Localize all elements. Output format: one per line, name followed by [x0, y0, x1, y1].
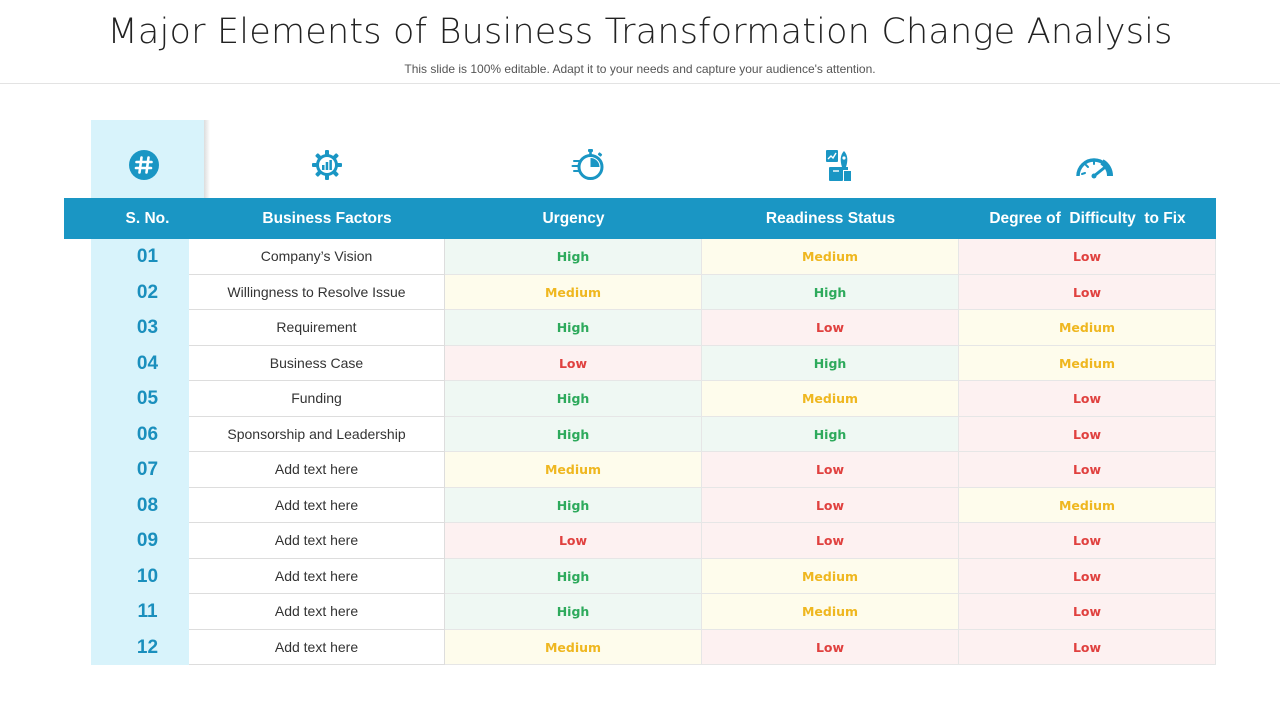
- urgency-cell: High: [445, 416, 702, 452]
- difficulty-cell: Medium: [959, 345, 1216, 381]
- difficulty-cell: Low: [959, 594, 1216, 630]
- business-factor: Add text here: [189, 629, 445, 665]
- row-number: 07: [136, 459, 159, 480]
- readiness-cell: Medium: [702, 381, 959, 417]
- business-factor: Add text here: [189, 523, 445, 559]
- readiness-cell: Low: [702, 487, 959, 523]
- header-business-factors: Business Factors: [262, 210, 392, 227]
- hash-icon: [124, 145, 164, 185]
- difficulty-cell: Low: [959, 523, 1216, 559]
- urgency-cell: Medium: [445, 452, 702, 488]
- speedometer-icon: [1074, 145, 1114, 185]
- difficulty-cell: Medium: [959, 487, 1216, 523]
- urgency-cell: High: [445, 239, 702, 275]
- header-urgency: Urgency: [542, 210, 605, 227]
- difficulty-cell: Medium: [959, 310, 1216, 346]
- row-number: 08: [136, 494, 159, 516]
- table-row: 11 Add text here High Medium Low: [0, 594, 1280, 630]
- urgency-cell: High: [445, 310, 702, 346]
- urgency-cell: High: [445, 487, 702, 523]
- table-header: S. No. Business Factors Urgency Readines…: [64, 198, 1216, 239]
- readiness-cell: Low: [702, 452, 959, 488]
- table-row: 01 Company’s Vision High Medium Low: [0, 239, 1280, 275]
- row-number: 11: [137, 601, 158, 622]
- page-subtitle: This slide is 100% editable. Adapt it to…: [404, 62, 876, 76]
- header-difficulty: Degree of Difficulty to Fix: [989, 210, 1186, 227]
- business-factor: Add text here: [189, 452, 445, 488]
- urgency-cell: Low: [445, 523, 702, 559]
- urgency-cell: High: [445, 558, 702, 594]
- readiness-cell: High: [702, 274, 959, 310]
- row-number: 04: [136, 352, 159, 374]
- row-number: 06: [136, 423, 159, 445]
- row-number: 10: [136, 565, 159, 587]
- difficulty-cell: Low: [959, 452, 1216, 488]
- readiness-cell: Medium: [702, 594, 959, 630]
- urgency-cell: High: [445, 381, 702, 417]
- business-factor: Add text here: [189, 487, 445, 523]
- business-factor: Requirement: [189, 310, 445, 346]
- table-row: 02 Willingness to Resolve Issue Medium H…: [0, 274, 1280, 310]
- business-factor: Funding: [189, 381, 445, 417]
- table-row: 07 Add text here Medium Low Low: [0, 452, 1280, 488]
- readiness-cell: Medium: [702, 558, 959, 594]
- column-shadow: [204, 120, 210, 198]
- business-factor: Sponsorship and Leadership: [189, 416, 445, 452]
- difficulty-cell: Low: [959, 274, 1216, 310]
- readiness-icon: [819, 145, 859, 185]
- gear-chart-icon: [307, 145, 347, 185]
- business-factor: Business Case: [189, 345, 445, 381]
- difficulty-cell: Low: [959, 239, 1216, 275]
- row-number: 05: [136, 388, 159, 409]
- header-divider: [0, 83, 1280, 84]
- table-row: 08 Add text here High Low Medium: [0, 487, 1280, 523]
- header-sno: S. No.: [125, 210, 170, 227]
- row-number: 12: [136, 636, 159, 658]
- urgency-cell: High: [445, 594, 702, 630]
- difficulty-cell: Low: [959, 416, 1216, 452]
- row-number: 01: [136, 246, 159, 267]
- difficulty-cell: Low: [959, 558, 1216, 594]
- row-number: 03: [136, 317, 159, 338]
- row-number: 02: [136, 281, 159, 303]
- stopwatch-icon: [569, 145, 609, 185]
- table-row: 10 Add text here High Medium Low: [0, 558, 1280, 594]
- readiness-cell: High: [702, 345, 959, 381]
- table-row: 03 Requirement High Low Medium: [0, 310, 1280, 346]
- table-row: 12 Add text here Medium Low Low: [0, 629, 1280, 665]
- readiness-cell: Low: [702, 310, 959, 346]
- urgency-cell: Medium: [445, 629, 702, 665]
- urgency-cell: Medium: [445, 274, 702, 310]
- business-factor: Add text here: [189, 558, 445, 594]
- table-row: 09 Add text here Low Low Low: [0, 523, 1280, 559]
- row-number: 09: [136, 530, 159, 551]
- table-row: 04 Business Case Low High Medium: [0, 345, 1280, 381]
- readiness-cell: Low: [702, 629, 959, 665]
- header-readiness-status: Readiness Status: [765, 210, 896, 227]
- table-row: 06 Sponsorship and Leadership High High …: [0, 416, 1280, 452]
- business-factor: Willingness to Resolve Issue: [189, 274, 445, 310]
- readiness-cell: Medium: [702, 239, 959, 275]
- table-row: 05 Funding High Medium Low: [0, 381, 1280, 417]
- page-title: Major Elements of Business Transformatio…: [107, 12, 1173, 52]
- business-factor: Company’s Vision: [189, 239, 445, 275]
- readiness-cell: High: [702, 416, 959, 452]
- difficulty-cell: Low: [959, 629, 1216, 665]
- business-factor: Add text here: [189, 594, 445, 630]
- urgency-cell: Low: [445, 345, 702, 381]
- readiness-cell: Low: [702, 523, 959, 559]
- difficulty-cell: Low: [959, 381, 1216, 417]
